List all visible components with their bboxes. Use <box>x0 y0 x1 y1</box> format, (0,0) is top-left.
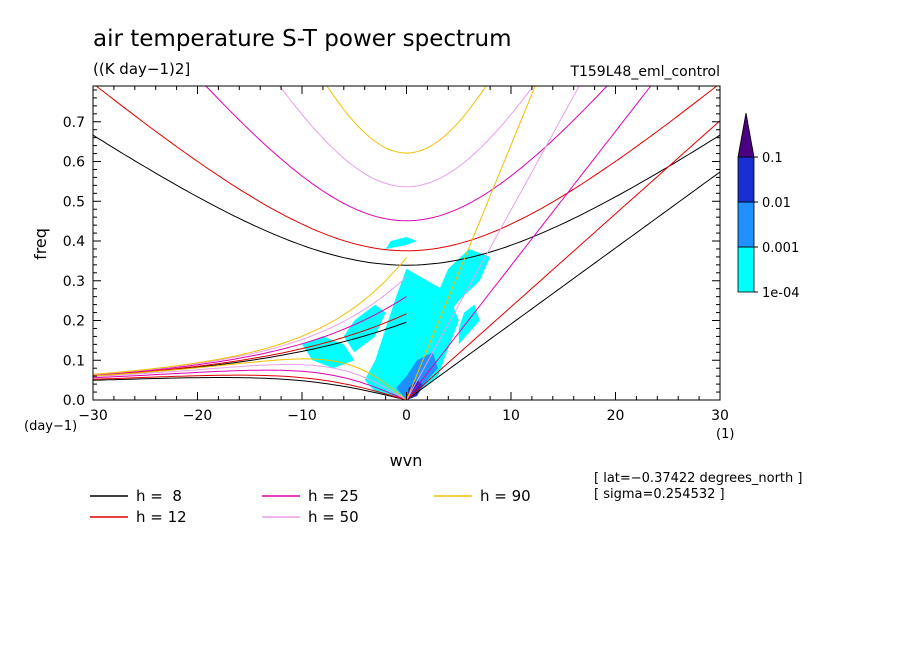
x-tick-label: −10 <box>287 408 317 424</box>
x-tick-label: 30 <box>711 408 729 424</box>
y-tick-label: 0.1 <box>63 353 85 369</box>
chart-title: air temperature S-T power spectrum <box>93 26 512 52</box>
colorbar-label: 0.001 <box>762 241 799 256</box>
y-axis-label: freq <box>31 228 50 260</box>
mrg-curve-4 <box>93 257 407 375</box>
axis-ticks: −30 −20 −10 0 10 20 30 0.0 0.1 0.2 0.3 0.4 0.5 0.6 0.7 <box>63 86 729 424</box>
rossby-curve-4 <box>93 358 407 400</box>
colorbar-segment <box>737 246 755 293</box>
colorbar-segment <box>737 156 755 203</box>
legend: h = 8 h = 12 h = 25 h = 50 h = 90 <box>90 487 531 526</box>
x-tick-label: −30 <box>78 408 108 424</box>
colorbar: 1e-04 0.001 0.01 0.1 <box>737 112 800 301</box>
sigma-annotation: [ sigma=0.254532 ] <box>594 487 725 502</box>
y-tick-label: 0.2 <box>63 314 85 330</box>
power-region-3 <box>343 304 386 353</box>
chart-subtitle: ((K day−1)2] <box>93 60 190 78</box>
rossby-curve-0 <box>93 377 407 400</box>
x-tick-label: 0 <box>402 408 411 424</box>
x-axis-unit: (1) <box>716 427 734 442</box>
power-region-6 <box>396 352 438 400</box>
ig-curve-2 <box>205 86 608 222</box>
x-tick-label: 20 <box>607 408 625 424</box>
y-tick-label: 0.7 <box>63 115 85 131</box>
kelvin-curve-4 <box>406 86 536 400</box>
x-axis-label: wvn <box>390 451 423 470</box>
dispersion-curves <box>93 86 720 400</box>
y-tick-label: 0.5 <box>63 194 85 210</box>
y-tick-label: 0.3 <box>63 274 85 290</box>
legend-label: h = 25 <box>308 487 359 505</box>
power-regions <box>302 237 491 400</box>
power-region-4 <box>458 304 480 345</box>
colorbar-extend-arrow <box>737 112 755 158</box>
power-region-2 <box>302 336 355 369</box>
ig-curve-1 <box>95 86 718 252</box>
mrg-curve-1 <box>93 313 407 377</box>
kelvin-curve-3 <box>406 86 580 400</box>
legend-label: h = 50 <box>308 508 359 526</box>
legend-label: h = 12 <box>136 508 187 526</box>
colorbar-label: 0.01 <box>762 196 791 211</box>
kelvin-curve-0 <box>406 171 720 400</box>
legend-label: h = 90 <box>480 487 531 505</box>
colorbar-label: 0.1 <box>762 151 783 166</box>
y-tick-label: 0.0 <box>63 393 85 409</box>
legend-label: h = 8 <box>136 487 182 505</box>
y-tick-label: 0.4 <box>63 234 85 250</box>
y-tick-label: 0.6 <box>63 155 85 171</box>
plot-area: −30 −20 −10 0 10 20 30 0.0 0.1 0.2 0.3 0.4 0.5 0.6 0.7 <box>63 85 729 424</box>
ig-curve-3 <box>279 86 534 188</box>
rossby-curve-2 <box>93 369 407 400</box>
colorbar-segment <box>737 201 755 248</box>
x-tick-label: 10 <box>502 408 520 424</box>
rossby-curve-3 <box>93 364 407 400</box>
power-region-5 <box>385 237 417 249</box>
kelvin-curve-2 <box>406 86 652 400</box>
latitude-annotation: [ lat=−0.37422 degrees_north ] <box>594 471 802 486</box>
y-axis-unit: (day−1) <box>24 419 77 434</box>
ig-curve-4 <box>326 86 487 154</box>
rossby-curve-1 <box>93 374 407 400</box>
run-label: T159L48_eml_control <box>569 64 720 80</box>
colorbar-label: 1e-04 <box>762 286 800 301</box>
ig-curve-0 <box>93 134 720 266</box>
mrg-curve-2 <box>93 296 407 376</box>
kelvin-curve-1 <box>406 120 720 400</box>
power-region-1 <box>437 249 491 329</box>
x-tick-label: −20 <box>183 408 213 424</box>
